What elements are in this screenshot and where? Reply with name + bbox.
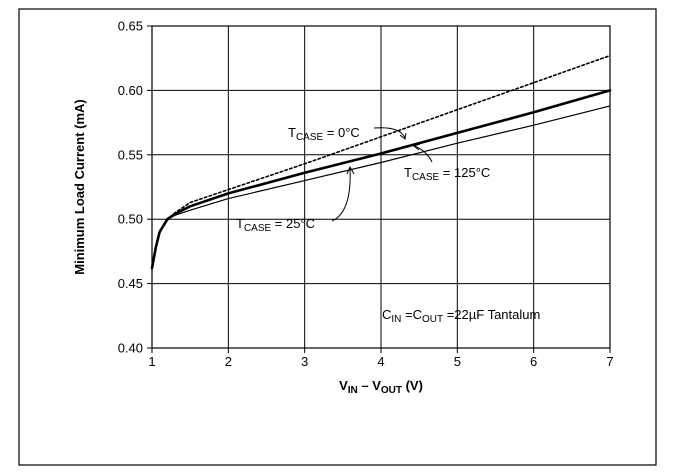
label-tcase-125c-main: T <box>404 165 412 180</box>
grid <box>147 25 611 353</box>
cap-rest: =22µF Tantalum <box>443 307 540 322</box>
x-axis-label: VIN – VOUT (V) <box>339 378 423 396</box>
cap-c1: C <box>382 307 391 322</box>
x-tick-label: 7 <box>606 354 613 369</box>
x-label-mid: – V <box>358 378 381 393</box>
y-tick-label: 0.45 <box>118 276 143 291</box>
label-tcase-0c-sub: CASE <box>296 132 324 143</box>
series-curves <box>150 54 612 270</box>
y-tick-label: 0.65 <box>118 19 143 34</box>
x-label-main: V <box>339 378 348 393</box>
label-tcase-25c-sub: CASE <box>244 223 272 234</box>
leader-25c <box>331 167 351 222</box>
leader-0c <box>373 127 406 139</box>
x-tick-label: 3 <box>301 354 308 369</box>
label-tcase-25c-rest: = 25°C <box>271 216 315 231</box>
y-axis-label: Minimum Load Current (mA) <box>72 99 87 275</box>
label-tcase-0c-main: T <box>288 125 296 140</box>
label-tcase-125c: TCASE = 125°C <box>404 165 490 183</box>
label-tcase-0c: TCASE = 0°C <box>288 125 360 143</box>
x-tick-label: 5 <box>454 354 461 369</box>
label-tcase-125c-rest: = 125°C <box>439 165 490 180</box>
series-line-0 <box>151 54 611 269</box>
x-label-sub-out: OUT <box>381 385 402 396</box>
label-tcase-25c-main: T <box>236 216 244 231</box>
leader-25c-arrow <box>346 165 355 175</box>
y-tick-label: 0.55 <box>118 147 143 162</box>
label-tcase-125c-sub: CASE <box>412 172 440 183</box>
cap-c1-sub: IN <box>391 314 401 325</box>
leader-125c-arrow <box>412 143 421 151</box>
tick-labels: 1 2 3 4 5 6 7 0.40 0.45 0.50 0.55 0.60 0.65 <box>118 19 614 370</box>
label-tcase-0c-rest: = 0°C <box>323 125 360 140</box>
series-line-2 <box>151 105 611 269</box>
x-tick-label: 1 <box>148 354 155 369</box>
cap-mid: =C <box>401 307 422 322</box>
y-tick-label: 0.60 <box>118 83 143 98</box>
cap-c2-sub: OUT <box>422 314 443 325</box>
label-capacitor-note: CIN =COUT =22µF Tantalum <box>382 307 540 325</box>
x-tick-label: 6 <box>530 354 537 369</box>
x-tick-label: 4 <box>377 354 384 369</box>
label-tcase-25c: TCASE = 25°C <box>236 216 315 234</box>
y-tick-label: 0.50 <box>118 212 143 227</box>
x-label-sub-in: IN <box>348 385 358 396</box>
plot-area-border <box>151 25 611 349</box>
x-label-unit: (V) <box>402 378 423 393</box>
figure-frame <box>18 8 657 466</box>
leader-125c <box>413 145 433 163</box>
y-tick-label: 0.40 <box>118 341 143 356</box>
leader-0c-arrow <box>399 132 407 140</box>
x-tick-label: 2 <box>225 354 232 369</box>
